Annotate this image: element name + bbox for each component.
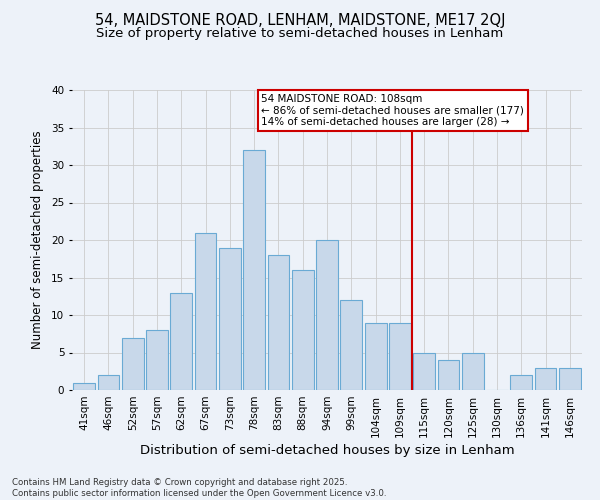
Bar xyxy=(413,352,435,390)
Text: Size of property relative to semi-detached houses in Lenham: Size of property relative to semi-detach… xyxy=(97,28,503,40)
Bar xyxy=(340,300,362,390)
Text: Contains HM Land Registry data © Crown copyright and database right 2025.
Contai: Contains HM Land Registry data © Crown c… xyxy=(12,478,386,498)
Bar xyxy=(243,150,265,390)
X-axis label: Distribution of semi-detached houses by size in Lenham: Distribution of semi-detached houses by … xyxy=(140,444,514,457)
Bar xyxy=(559,368,581,390)
Y-axis label: Number of semi-detached properties: Number of semi-detached properties xyxy=(31,130,44,350)
Bar xyxy=(462,352,484,390)
Text: 54 MAIDSTONE ROAD: 108sqm
← 86% of semi-detached houses are smaller (177)
14% of: 54 MAIDSTONE ROAD: 108sqm ← 86% of semi-… xyxy=(262,94,524,127)
Bar xyxy=(365,322,386,390)
Bar xyxy=(219,248,241,390)
Bar xyxy=(146,330,168,390)
Bar xyxy=(511,375,532,390)
Bar xyxy=(437,360,460,390)
Bar xyxy=(316,240,338,390)
Bar xyxy=(535,368,556,390)
Bar xyxy=(194,232,217,390)
Bar xyxy=(97,375,119,390)
Text: 54, MAIDSTONE ROAD, LENHAM, MAIDSTONE, ME17 2QJ: 54, MAIDSTONE ROAD, LENHAM, MAIDSTONE, M… xyxy=(95,12,505,28)
Bar xyxy=(389,322,411,390)
Bar xyxy=(73,382,95,390)
Bar xyxy=(268,255,289,390)
Bar xyxy=(122,338,143,390)
Bar xyxy=(170,292,192,390)
Bar xyxy=(292,270,314,390)
